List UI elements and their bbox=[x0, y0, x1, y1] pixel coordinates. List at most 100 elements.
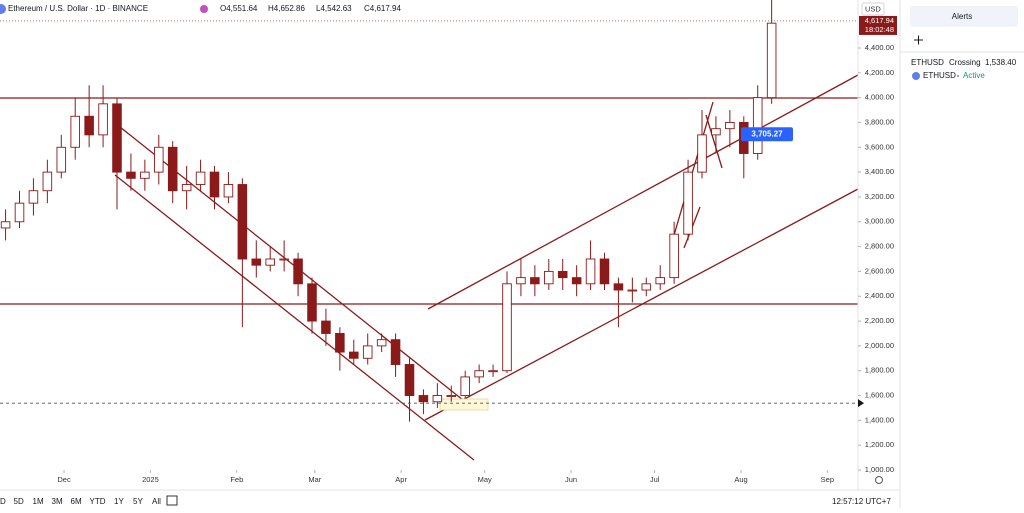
candle-body bbox=[641, 283, 652, 291]
alert-arrow bbox=[858, 399, 864, 408]
alert-level: 1,538.40 bbox=[985, 58, 1017, 67]
alerts-title: Alerts bbox=[952, 12, 972, 21]
candle-body bbox=[98, 103, 108, 136]
x-tick-label: Jun bbox=[565, 475, 577, 484]
x-tick-label: 2025 bbox=[142, 475, 159, 484]
candle bbox=[321, 308, 331, 346]
clock: 12:57:12 UTC+7 bbox=[832, 497, 891, 506]
y-tick-label: 4,400.00 bbox=[865, 43, 894, 52]
status-dot bbox=[957, 75, 959, 77]
candle bbox=[557, 258, 568, 291]
candle bbox=[209, 165, 220, 210]
candle-body bbox=[209, 171, 220, 198]
candle bbox=[655, 265, 665, 291]
candle bbox=[28, 178, 39, 216]
candle-body bbox=[446, 395, 457, 397]
candle bbox=[362, 333, 373, 365]
ohlc-value: C4,617.94 bbox=[364, 4, 401, 13]
alert-item[interactable]: ETHUSD Crossing 1,538.40 ETHUSD Active bbox=[911, 58, 1017, 80]
candle bbox=[56, 134, 67, 179]
range-button[interactable]: 3M bbox=[52, 497, 63, 506]
x-tick-label: Mar bbox=[308, 475, 321, 484]
candle-body bbox=[711, 128, 721, 136]
candle-body bbox=[502, 283, 512, 372]
symbol-title: Ethereum / U.S. Dollar · 1D · BINANCE bbox=[8, 4, 148, 13]
y-tick-label: 3,400.00 bbox=[865, 167, 894, 176]
range-button[interactable]: YTD bbox=[90, 497, 106, 506]
trend-line bbox=[114, 174, 475, 461]
candle-body bbox=[167, 146, 178, 192]
candle-body bbox=[42, 171, 53, 192]
price-marker-box bbox=[741, 127, 793, 142]
candle bbox=[293, 252, 303, 297]
range-button[interactable]: All bbox=[152, 497, 161, 506]
range-button[interactable]: 1Y bbox=[114, 497, 124, 506]
candle-body bbox=[766, 22, 777, 99]
range-button[interactable]: 6M bbox=[71, 497, 82, 506]
candle-body bbox=[599, 258, 610, 285]
candle-body bbox=[223, 184, 234, 198]
candle bbox=[488, 364, 498, 377]
y-tick-label: 2,600.00 bbox=[865, 266, 894, 275]
candle-body bbox=[84, 115, 94, 136]
y-tick-label: 2,800.00 bbox=[865, 242, 894, 251]
candle bbox=[404, 358, 415, 422]
candle bbox=[544, 258, 554, 291]
candle-body bbox=[404, 364, 415, 396]
candle-body bbox=[181, 184, 192, 192]
date-range-icon[interactable] bbox=[166, 495, 178, 506]
highlight-box bbox=[439, 398, 489, 411]
candle bbox=[70, 97, 80, 160]
x-tick-label: Apr bbox=[395, 475, 407, 484]
alert-item-symbol: ETHUSD bbox=[923, 71, 956, 80]
candle bbox=[237, 178, 248, 328]
y-tick-label: 1,800.00 bbox=[865, 366, 894, 375]
range-button[interactable]: 5D bbox=[14, 497, 24, 506]
candle bbox=[446, 385, 457, 402]
candle-body bbox=[390, 339, 401, 365]
y-tick-label: 4,200.00 bbox=[865, 68, 894, 77]
add-alert[interactable] bbox=[914, 35, 923, 45]
trend-line bbox=[427, 74, 859, 310]
candle bbox=[279, 240, 289, 272]
range-button[interactable]: 5Y bbox=[133, 497, 143, 506]
currency: USD bbox=[865, 4, 881, 13]
candle bbox=[502, 271, 512, 374]
candle bbox=[112, 97, 122, 210]
settings-icon[interactable] bbox=[875, 476, 883, 484]
candle bbox=[766, 0, 777, 104]
candle bbox=[516, 258, 526, 297]
trend-line bbox=[424, 188, 859, 421]
candle bbox=[474, 364, 484, 384]
range-button[interactable]: D bbox=[0, 497, 6, 506]
alerts-header[interactable] bbox=[910, 6, 1018, 27]
candle bbox=[460, 370, 470, 399]
x-tick-label: Dec bbox=[57, 475, 71, 484]
candle-body bbox=[655, 277, 665, 285]
range-button[interactable]: 1M bbox=[33, 497, 44, 506]
candle-body bbox=[683, 171, 693, 235]
candle-body bbox=[321, 320, 331, 334]
last-price: 4,617.94 bbox=[865, 16, 894, 25]
candle-body bbox=[544, 270, 554, 285]
candle-body bbox=[432, 395, 443, 403]
candle-body bbox=[279, 258, 289, 261]
eth-icon bbox=[0, 4, 6, 14]
ohlc-value: O4,551.64 bbox=[220, 4, 258, 13]
candle bbox=[683, 159, 693, 241]
y-tick-label: 1,000.00 bbox=[865, 465, 894, 474]
candle bbox=[641, 277, 652, 297]
candle bbox=[752, 85, 763, 160]
y-tick-label: 3,800.00 bbox=[865, 117, 894, 126]
candle-body bbox=[307, 283, 317, 322]
alert-status: Active bbox=[963, 71, 985, 80]
candle bbox=[613, 277, 624, 328]
candle-body bbox=[56, 146, 67, 173]
x-tick-label: May bbox=[478, 475, 492, 484]
candle bbox=[154, 134, 164, 185]
last-price-box bbox=[859, 15, 897, 35]
y-tick-label: 2,000.00 bbox=[865, 341, 894, 350]
y-tick-label: 3,000.00 bbox=[865, 217, 894, 226]
ohlc: O4,551.64 H4,652.86 L4,542.63 C4,617.94 bbox=[220, 4, 401, 13]
